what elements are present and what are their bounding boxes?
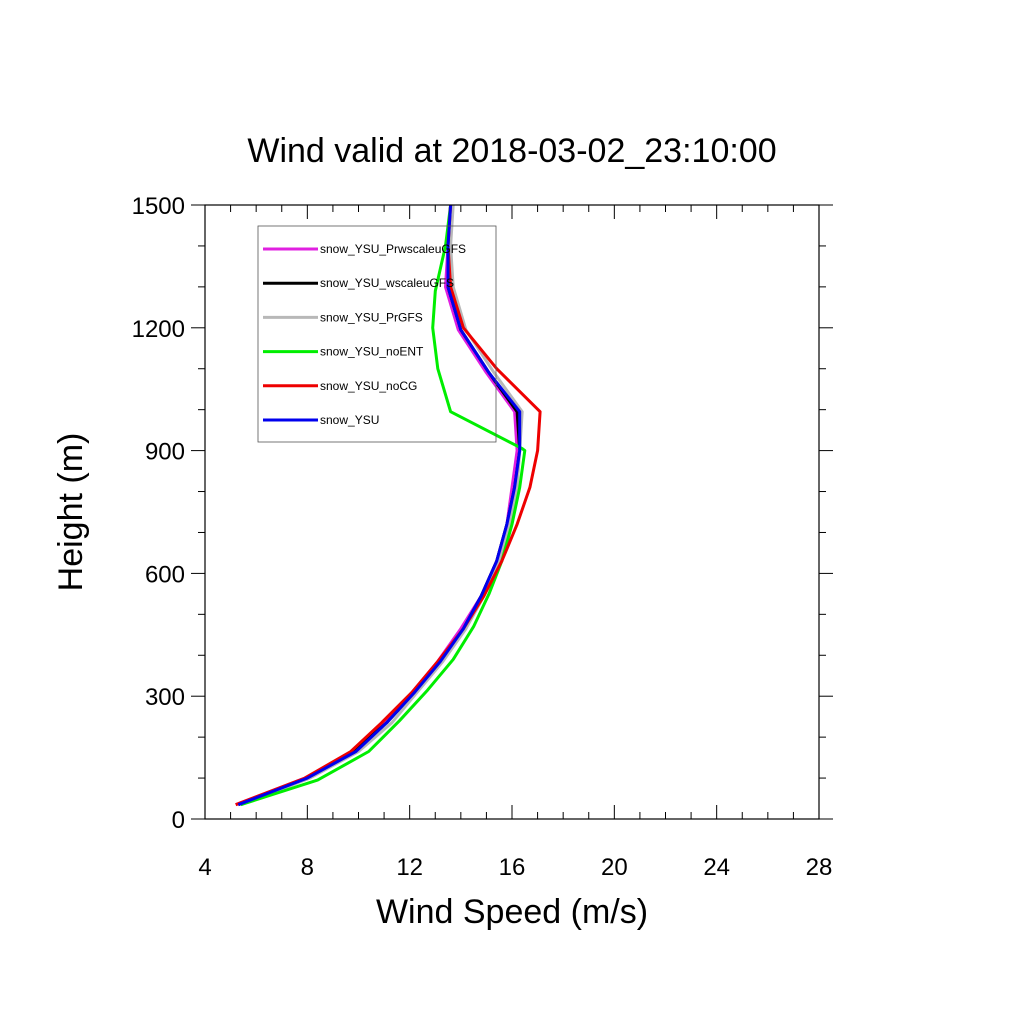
x-tick-label: 4: [198, 854, 211, 881]
y-axis-label: Height (m): [52, 433, 90, 592]
legend-box: [257, 225, 497, 443]
y-tick-label: 300: [145, 684, 185, 711]
y-tick-label: 900: [145, 439, 185, 466]
series-line-4: [235, 204, 542, 807]
series-line-2: [240, 204, 524, 807]
plot-area: 4 8 12 16 20 24 28 0 300 600 900 1200 1500: [132, 193, 833, 881]
series-line-0: [235, 204, 519, 807]
legend-label-2: snow_YSU_PrGFS: [320, 310, 423, 324]
x-tick-label: 20: [601, 854, 628, 881]
legend-label-3: snow_YSU_noENT: [320, 345, 424, 359]
x-tick-label: 24: [703, 854, 730, 881]
legend-label-1: snow_YSU_wscaleuGFS: [320, 276, 454, 290]
legend-label-0: snow_YSU_PrwscaleuGFS: [320, 242, 466, 256]
y-tick-label: 600: [145, 561, 185, 588]
legend-label-4: snow_YSU_noCG: [320, 379, 417, 393]
legend-label-5: snow_YSU: [320, 413, 379, 427]
series-line-5: [237, 204, 522, 807]
series-line-1: [237, 204, 522, 807]
x-tick-label: 16: [499, 854, 526, 881]
legend: snow_YSU_PrwscaleuGFS snow_YSU_wscaleuGFS…: [257, 225, 497, 443]
y-tick-label: 1200: [132, 316, 185, 343]
x-tick-label: 12: [396, 854, 423, 881]
series-line-3: [240, 204, 527, 807]
y-tick-label: 1500: [132, 193, 185, 220]
y-tick-label: 0: [172, 807, 185, 834]
chart-title: Wind valid at 2018-03-02_23:10:00: [247, 132, 776, 170]
x-axis-label: Wind Speed (m/s): [376, 893, 648, 931]
x-tick-label: 28: [806, 854, 833, 881]
x-tick-label: 8: [301, 854, 314, 881]
